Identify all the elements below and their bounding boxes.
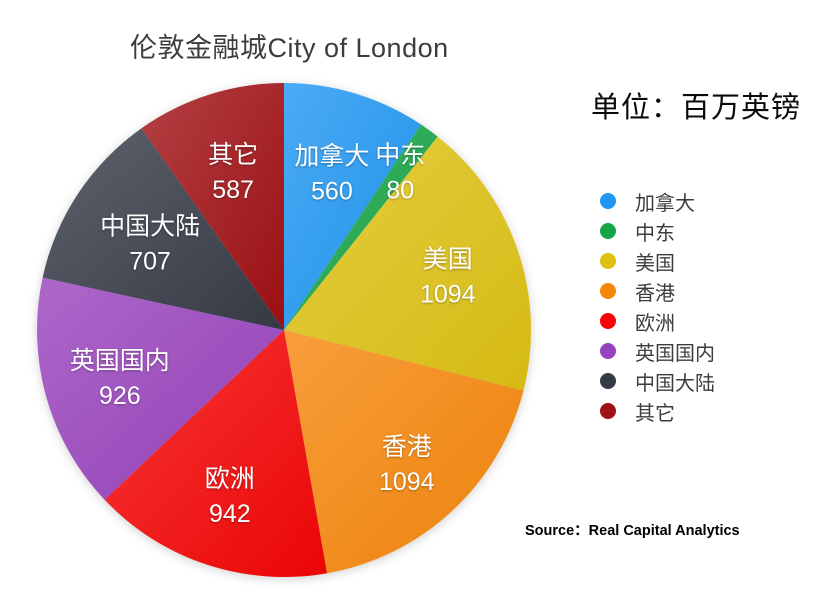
pie-label-name-uk-domestic: 英国国内 <box>70 347 170 375</box>
pie-label-value-middle-east: 80 <box>386 176 414 204</box>
legend-label: 加拿大 <box>635 192 695 215</box>
legend-item-canada: 加拿大 <box>600 186 715 216</box>
legend-item-uk-domestic: 英国国内 <box>600 336 715 366</box>
legend-swatch-icon <box>600 403 616 419</box>
pie-label-name-middle-east: 中东 <box>375 141 425 169</box>
source-note: Source：Real Capital Analytics <box>525 523 740 539</box>
legend-item-europe: 欧洲 <box>600 306 715 336</box>
pie-label-value-usa: 1094 <box>420 281 476 309</box>
legend-swatch-icon <box>600 373 616 389</box>
legend-label: 其它 <box>635 402 675 425</box>
pie-label-name-mainland-china: 中国大陆 <box>100 212 200 240</box>
pie-label-value-mainland-china: 707 <box>129 247 171 275</box>
pie-label-name-other: 其它 <box>208 141 258 169</box>
legend-label: 香港 <box>635 282 675 305</box>
unit-label: 单位：百万英镑 <box>591 92 802 124</box>
legend-label: 美国 <box>635 252 675 275</box>
pie-slice-usa <box>284 136 532 391</box>
pie-label-value-other: 587 <box>212 176 254 204</box>
pie-label-name-canada: 加拿大 <box>294 143 369 171</box>
legend-swatch-icon <box>600 193 616 209</box>
pie-slice-europe <box>104 330 328 578</box>
legend-swatch-icon <box>600 283 616 299</box>
pie-label-value-uk-domestic: 926 <box>99 382 141 410</box>
pie-label-name-usa: 美国 <box>423 246 473 274</box>
legend: 加拿大中东美国香港欧洲英国国内中国大陆其它 <box>600 186 715 426</box>
legend-label: 欧洲 <box>635 312 675 335</box>
legend-label: 英国国内 <box>635 342 715 365</box>
legend-swatch-icon <box>600 253 616 269</box>
chart-title: 伦敦金融城City of London <box>130 33 449 63</box>
pie-slice-other <box>141 83 284 330</box>
pie-label-name-europe: 欧洲 <box>205 465 255 493</box>
legend-item-middle-east: 中东 <box>600 216 715 246</box>
pie-slice-hong-kong <box>284 330 524 574</box>
legend-item-mainland-china: 中国大陆 <box>600 366 715 396</box>
legend-label: 中国大陆 <box>635 372 715 395</box>
legend-swatch-icon <box>600 313 616 329</box>
legend-label: 中东 <box>635 222 675 245</box>
legend-swatch-icon <box>600 223 616 239</box>
pie-slice-canada <box>284 83 421 330</box>
legend-item-usa: 美国 <box>600 246 715 276</box>
pie-label-value-europe: 942 <box>209 500 251 528</box>
pie-label-value-hong-kong: 1094 <box>379 468 435 496</box>
legend-item-hong-kong: 香港 <box>600 276 715 306</box>
pie-slice-uk-domestic <box>37 277 285 500</box>
legend-item-other: 其它 <box>600 396 715 426</box>
pie-label-value-canada: 560 <box>311 178 353 206</box>
pie-slice-mainland-china <box>42 128 284 330</box>
pie-label-name-hong-kong: 香港 <box>382 433 432 461</box>
pie-slice-middle-east <box>284 124 438 331</box>
legend-swatch-icon <box>600 343 616 359</box>
